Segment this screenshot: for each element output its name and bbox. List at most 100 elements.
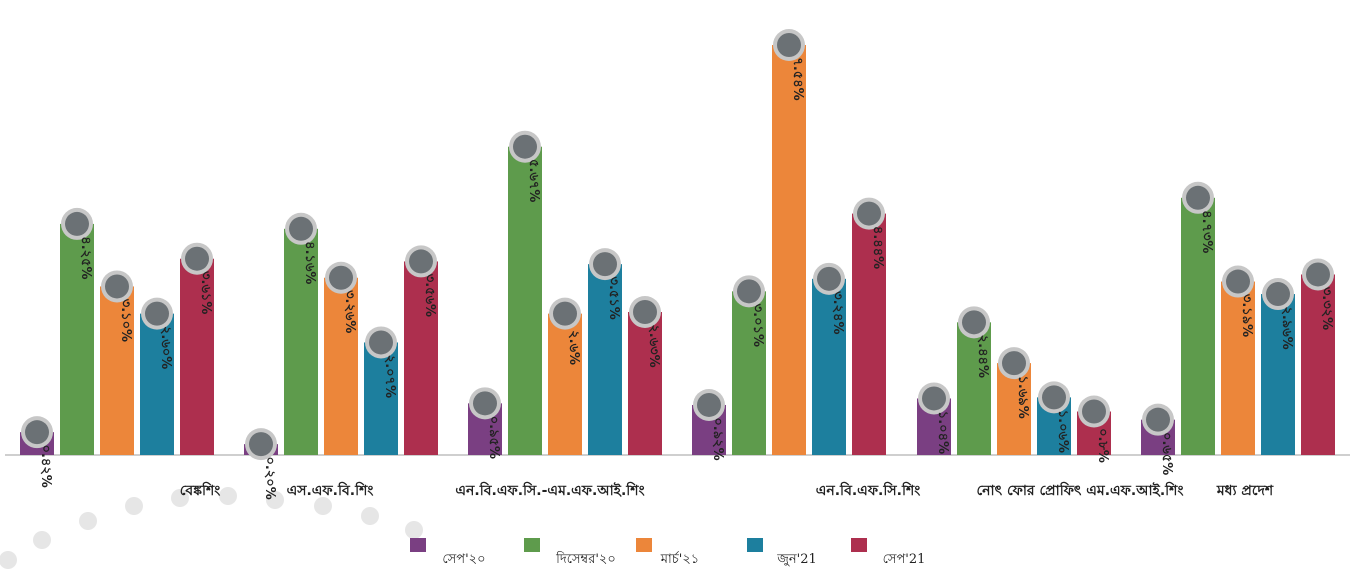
bar (957, 322, 991, 455)
bar-marker-inner (1082, 399, 1106, 424)
bar-marker-inner (593, 252, 617, 277)
bar-group-item: ০.৪২% (20, 416, 54, 488)
decor-dot (79, 512, 97, 530)
value-label: ০.৯২% (710, 417, 725, 460)
bar-marker-inner (1306, 262, 1330, 287)
bar-group-item: ৩.০১% (732, 275, 766, 455)
bar-marker-inner (1042, 385, 1066, 410)
bar-marker-inner (857, 201, 881, 226)
bar-group-item: ৩.৫৬% (404, 245, 438, 455)
category-labels: বেঙ্কশিং এস.এফ.বি.শিং এন.বি.এফ.সি.-এম.এফ.আ… (180, 481, 1274, 499)
bar-marker-inner (1226, 269, 1250, 294)
legend-swatch (747, 538, 763, 552)
bar (732, 291, 766, 455)
bar-group-item: ৭.৫৪% (772, 29, 806, 455)
value-label: ৩.৫১% (606, 276, 621, 319)
bar-marker-inner (697, 392, 721, 417)
category-label: মধ্য প্রদেশ (1216, 483, 1274, 499)
value-label: ৩.৩২% (1319, 287, 1334, 330)
legend-label: দিসেম্বর'২০ (555, 551, 616, 567)
legend-label: জুন'21 (776, 552, 817, 567)
bar-group-item: ৪.১৬% (284, 212, 318, 455)
decor-dot (33, 531, 51, 549)
legend-label: মার্চ'২১ (660, 551, 699, 567)
category-label: এন.বি.এফ.সি.-এম.এফ.আই.শিং (455, 481, 644, 499)
bar-group-item: ৩.৬১% (180, 242, 214, 455)
value-label: ০.২০% (262, 456, 277, 499)
bar-group-item: ২.৬০% (140, 297, 174, 455)
value-label: ৭.৫৪% (790, 57, 805, 100)
legend-label: সেপ'21 (883, 552, 926, 567)
decor-dot (125, 497, 143, 515)
value-label: ২.৬% (566, 330, 581, 365)
bar-group-item: ০.২০% (244, 428, 278, 500)
bar-marker-inner (1146, 407, 1170, 432)
value-label: ৩.২৪% (830, 291, 845, 334)
bar (1181, 197, 1215, 455)
bar-group-item: ১.০৬% (1037, 381, 1071, 455)
bar (588, 264, 622, 455)
decor-dot (405, 521, 423, 539)
legend: সেপ'২০ দিসেম্বর'২০ মার্চ'২১ জুন'21 সেপ'21 (410, 538, 925, 567)
bar (140, 313, 174, 455)
value-label: ২.০৭% (382, 355, 397, 398)
bar (812, 278, 846, 455)
category-label: নোৎ ফোর প্রোফিৎ এম.এফ.আই.শিং (977, 481, 1184, 499)
bar-group-item: ৩.১৯% (1221, 265, 1255, 455)
bar-group-item: ৩.২৬% (324, 261, 358, 455)
bar-marker-inner (289, 216, 313, 241)
bar-marker-inner (962, 310, 986, 335)
value-label: ০.৪২% (38, 445, 53, 488)
bar (100, 286, 134, 455)
value-label: ৪.১৬% (302, 241, 317, 284)
value-label: ৪.৭৩% (1199, 210, 1214, 253)
bar-marker-inner (329, 265, 353, 290)
bar-marker-inner (65, 211, 89, 236)
bar (628, 311, 662, 455)
bar-marker-inner (185, 246, 209, 271)
bar-group-item: ১.০৪% (917, 382, 951, 455)
bar-group-item: ২.৬% (548, 297, 582, 455)
legend-swatch (851, 538, 867, 552)
bar-marker-inner (473, 391, 497, 416)
bar (1301, 274, 1335, 455)
value-label: ৪.২৫% (78, 236, 93, 279)
bar-marker-inner (553, 301, 577, 326)
bar-group-item: ৪.২৫% (60, 207, 94, 455)
bar-group-item: ০.৯২% (692, 388, 726, 461)
bar-group-item: ৩.৩২% (1301, 258, 1335, 455)
bar-marker-inner (1186, 185, 1210, 210)
value-label: ৫.৬৭% (526, 159, 541, 202)
value-label: ২.৬০% (158, 326, 173, 369)
bar-group-item: ০.৯৫% (468, 387, 502, 459)
value-label: ৩.৫৬% (422, 274, 437, 317)
bar (364, 342, 398, 455)
value-label: ১.০৬% (1055, 410, 1070, 453)
bar-marker-inner (1266, 282, 1290, 307)
bar-marker-inner (513, 134, 537, 159)
bar (284, 228, 318, 455)
bar (548, 313, 582, 455)
bars-group: ০.৪২% ৪.২৫% ৩.১০% ২.৬০% ৩.৬১% ০.২০% ৪.১৬% ৩.২৬%… (20, 29, 1335, 500)
bar-marker-inner (369, 330, 393, 355)
bar-group-item: ১.৬৯% (997, 347, 1031, 455)
bar (404, 261, 438, 455)
bar-group-item: ৩.২৪% (812, 262, 846, 455)
bar-group-item: ৩.১০% (100, 270, 134, 455)
value-label: ৩.১৯% (1239, 294, 1254, 337)
bar-group-item: ০.৮% (1077, 395, 1111, 463)
category-label: এস.এফ.বি.শিং (287, 481, 374, 499)
value-label: ৩.২৬% (342, 290, 357, 333)
decor-dot (361, 507, 379, 525)
value-label: ২.৬৩% (646, 324, 661, 367)
value-label: ২.৪৪% (975, 335, 990, 378)
bar-marker-inner (105, 274, 129, 299)
decor-dot (266, 491, 284, 509)
value-label: ৪.৪৪% (870, 226, 885, 269)
value-label: ০.৬৫% (1159, 432, 1174, 475)
bar-group-item: ৩.৫১% (588, 248, 622, 455)
bar-group-item: ৪.৭৩% (1181, 181, 1215, 455)
bar (180, 258, 214, 455)
legend-swatch (524, 538, 540, 552)
value-label: ০.৯৫% (486, 416, 501, 459)
